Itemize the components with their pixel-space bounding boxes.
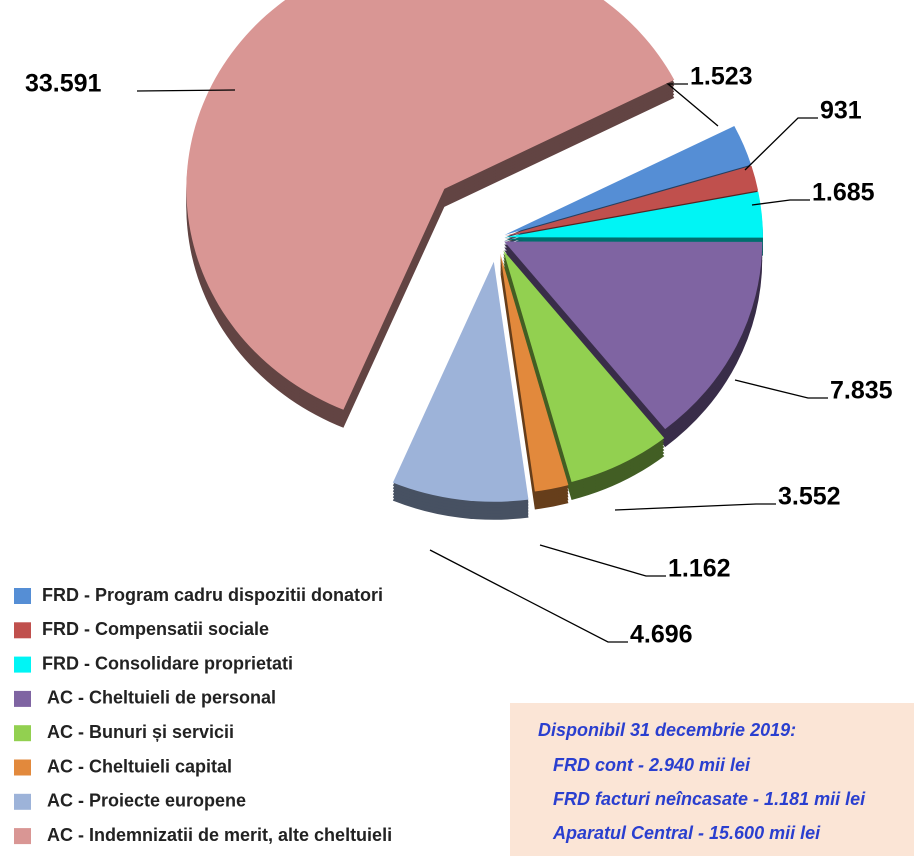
annotation-line: FRD facturi neîncasate - 1.181 mii lei: [553, 789, 866, 809]
legend-label: AC - Cheltuieli capital: [47, 756, 232, 776]
value-label: 1.523: [690, 63, 753, 91]
legend-swatch: [14, 759, 31, 776]
leader-line: [429, 549, 628, 643]
slice: [186, 0, 675, 410]
leader-line: [614, 503, 776, 511]
legend-swatch: [14, 622, 31, 639]
slice: [503, 250, 665, 482]
pie: [186, 0, 763, 520]
legend-label: AC - Indemnizatii de merit, alte cheltui…: [47, 825, 392, 845]
slice: [504, 165, 759, 237]
leader-line: [136, 89, 236, 92]
annotation-line: Aparatul Central - 15.600 mii lei: [552, 823, 821, 843]
value-label: 1.162: [668, 555, 731, 583]
slice: [504, 126, 752, 236]
annotation-box: [510, 703, 914, 856]
leader-line: [539, 544, 666, 577]
leader-line: [734, 379, 828, 399]
slice: [392, 261, 529, 502]
legend-swatch: [14, 725, 31, 742]
legend-label: AC - Proiecte europene: [47, 791, 246, 811]
legend-label: FRD - Compensatii sociale: [42, 619, 269, 639]
slice: [500, 253, 569, 492]
leader-line: [751, 199, 810, 206]
value-label: 33.591: [25, 70, 102, 98]
legend-label: AC - Bunuri și servicii: [47, 722, 234, 742]
value-label: 7.835: [830, 377, 893, 405]
leader-line: [666, 83, 719, 127]
leader-line: [744, 117, 818, 171]
annotation-title: Disponibil 31 decembrie 2019:: [538, 720, 796, 740]
slice: [504, 191, 763, 238]
legend-swatch: [14, 828, 31, 845]
slice: [504, 241, 763, 430]
value-label: 4.696: [630, 621, 693, 649]
annotation-line: FRD cont - 2.940 mii lei: [553, 755, 751, 775]
value-label: 931: [820, 97, 862, 125]
legend-swatch: [14, 656, 31, 673]
legend-swatch: [14, 793, 31, 810]
legend-label: AC - Cheltuieli de personal: [47, 688, 276, 708]
legend-swatch: [14, 690, 31, 707]
legend-label: FRD - Consolidare proprietati: [42, 653, 293, 673]
value-label: 3.552: [778, 483, 841, 511]
legend-swatch: [14, 588, 31, 604]
legend-label: FRD - Program cadru dispozitii donatori: [42, 585, 383, 605]
value-label: 1.685: [812, 179, 875, 207]
